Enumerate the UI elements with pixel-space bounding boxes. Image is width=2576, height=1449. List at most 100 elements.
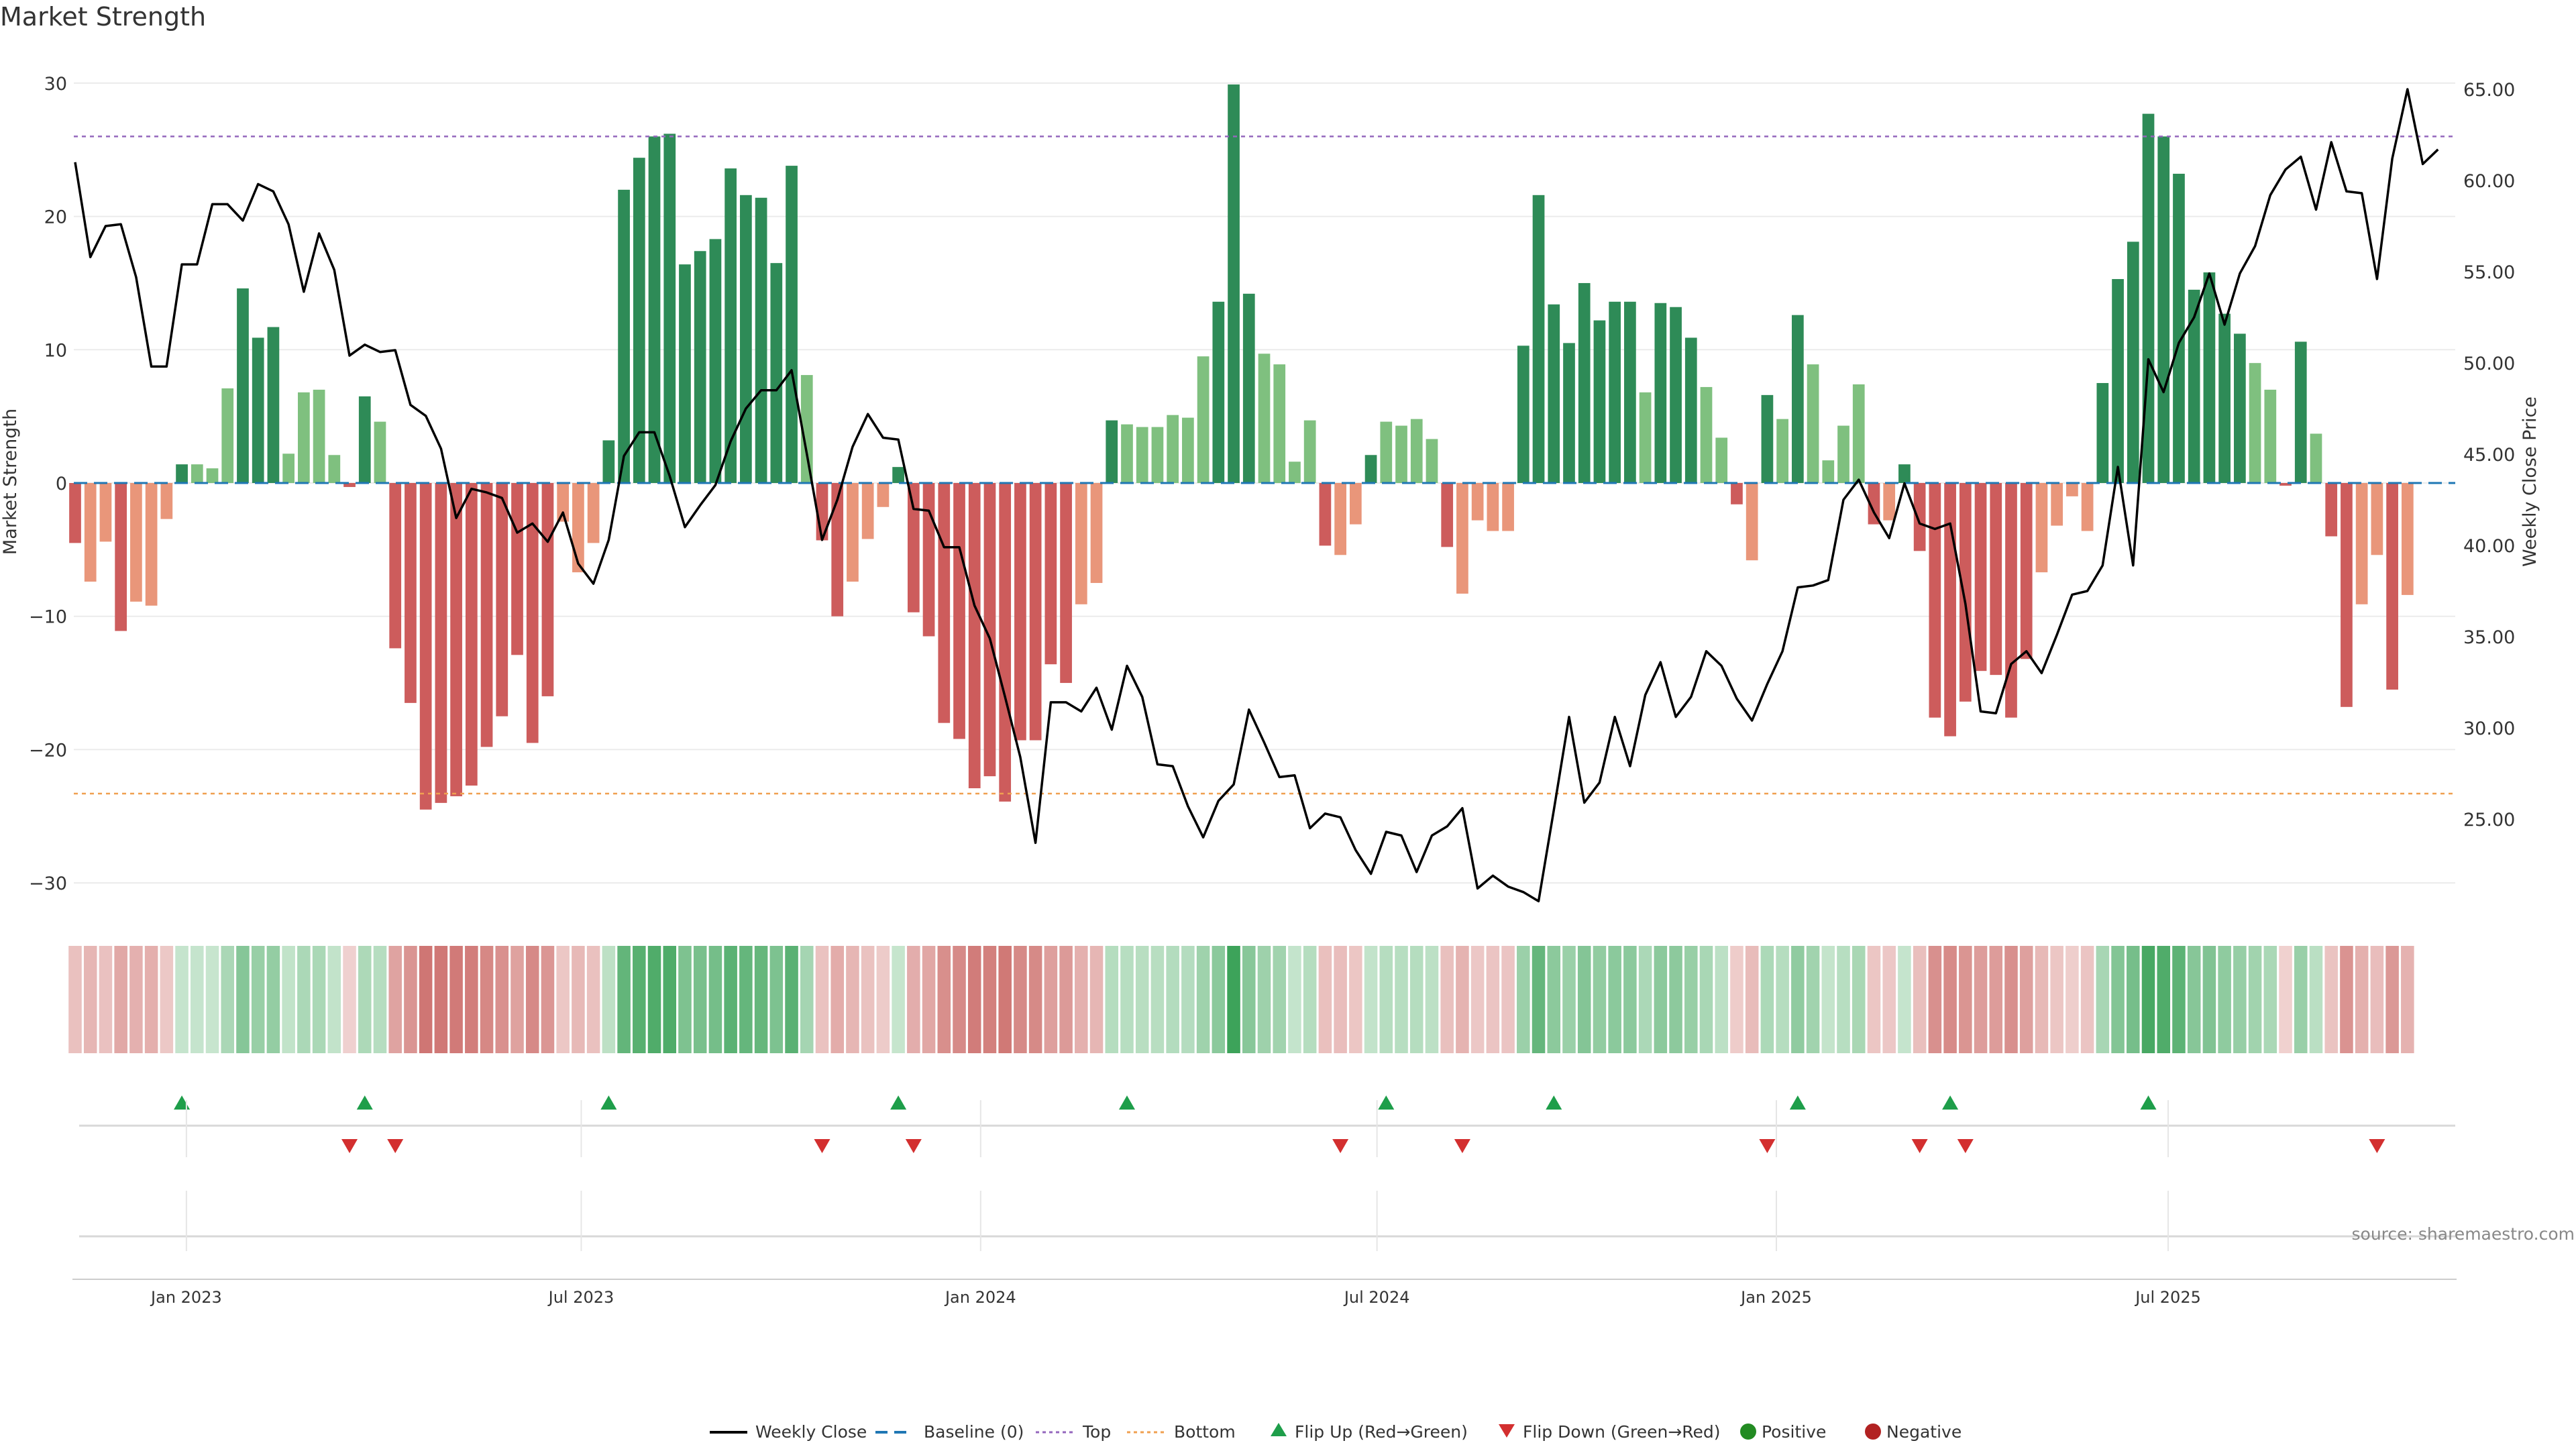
y-tick-label: −30 bbox=[29, 873, 67, 894]
heat-cell bbox=[1089, 946, 1104, 1053]
heat-cell bbox=[785, 946, 798, 1053]
strength-bar bbox=[1242, 293, 1255, 483]
x-tick-label: Jan 2024 bbox=[944, 1288, 1016, 1307]
strength-bar bbox=[847, 483, 859, 582]
heat-cell bbox=[2187, 946, 2201, 1053]
y2-tick-label: 45.00 bbox=[2463, 445, 2515, 466]
heat-cell bbox=[1501, 946, 1515, 1053]
heat-cell bbox=[2035, 946, 2049, 1053]
y2-tick-label: 30.00 bbox=[2463, 718, 2515, 739]
heat-cell bbox=[1608, 946, 1621, 1053]
y2-tick-label: 40.00 bbox=[2463, 536, 2515, 557]
y-tick-label: −10 bbox=[29, 607, 67, 628]
heat-cell bbox=[907, 946, 920, 1053]
heat-cell bbox=[2141, 946, 2155, 1053]
strength-bar bbox=[511, 483, 523, 655]
strength-bar bbox=[1670, 307, 1682, 483]
heat-cell bbox=[2294, 946, 2308, 1053]
flip-down-marker bbox=[1759, 1139, 1776, 1153]
strength-bar bbox=[999, 483, 1012, 802]
heat-cell bbox=[373, 946, 387, 1053]
strength-bar bbox=[1837, 425, 1849, 483]
heat-cell bbox=[144, 946, 158, 1053]
heat-cell bbox=[511, 946, 524, 1053]
strength-bar bbox=[1258, 354, 1271, 483]
heat-cell bbox=[602, 946, 616, 1053]
strength-bar bbox=[740, 195, 752, 483]
heat-cell bbox=[2263, 946, 2277, 1053]
strength-bar bbox=[237, 288, 249, 483]
strength-bar bbox=[602, 440, 615, 483]
heat-cell bbox=[953, 946, 966, 1053]
strength-bar bbox=[2249, 363, 2261, 483]
heat-cell bbox=[1349, 946, 1362, 1053]
flip-up-marker bbox=[1378, 1095, 1395, 1110]
strength-bar bbox=[1944, 483, 1956, 737]
heat-cell bbox=[1669, 946, 1682, 1053]
heat-cell bbox=[1989, 946, 2003, 1053]
flip-up-marker bbox=[1942, 1095, 1959, 1110]
strength-bar bbox=[1654, 303, 1667, 483]
heat-cell bbox=[1745, 946, 1759, 1053]
heat-cell bbox=[922, 946, 936, 1053]
strength-bar bbox=[1106, 420, 1118, 483]
heat-cell bbox=[967, 946, 981, 1053]
heat-cell bbox=[1959, 946, 1972, 1053]
heat-cell bbox=[2385, 946, 2399, 1053]
strength-bar bbox=[298, 392, 310, 483]
heat-cell bbox=[1334, 946, 1347, 1053]
legend-label: Flip Up (Red→Green) bbox=[1295, 1422, 1468, 1442]
strength-bar bbox=[1136, 427, 1148, 483]
heat-cell bbox=[1196, 946, 1210, 1053]
y-tick-label: 0 bbox=[56, 474, 67, 494]
strength-bar bbox=[786, 166, 798, 483]
strength-bar bbox=[1456, 483, 1468, 594]
heat-cell bbox=[892, 946, 905, 1053]
heat-cell bbox=[327, 946, 341, 1053]
heat-cell bbox=[2080, 946, 2094, 1053]
heat-cell bbox=[2172, 946, 2186, 1053]
heat-cell bbox=[495, 946, 509, 1053]
heat-cell bbox=[1699, 946, 1713, 1053]
flip-up-marker bbox=[600, 1095, 617, 1110]
strength-bar bbox=[1548, 304, 1560, 483]
strength-bar bbox=[1303, 420, 1316, 483]
strength-bar bbox=[2096, 382, 2109, 483]
heat-cell bbox=[2127, 946, 2140, 1053]
flip-down-marker bbox=[2369, 1139, 2385, 1153]
strength-bar bbox=[1898, 464, 1911, 483]
strength-bar bbox=[2081, 483, 2094, 531]
heat-cell bbox=[1532, 946, 1546, 1053]
strength-bar bbox=[1228, 84, 1240, 483]
x-tick-label: Jan 2025 bbox=[1739, 1288, 1812, 1307]
heat-cell bbox=[1898, 946, 1911, 1053]
heat-cell bbox=[2065, 946, 2079, 1053]
heat-cell bbox=[1882, 946, 1896, 1053]
heat-cell bbox=[1044, 946, 1058, 1053]
heat-cell bbox=[1059, 946, 1073, 1053]
x-tick-label: Jul 2025 bbox=[2134, 1288, 2201, 1307]
heat-cell bbox=[1364, 946, 1378, 1053]
y2-axis-label: Weekly Close Price bbox=[2520, 396, 2540, 567]
heat-cell bbox=[1486, 946, 1500, 1053]
x-tick-label: Jul 2023 bbox=[547, 1288, 614, 1307]
heat-cell bbox=[1715, 946, 1729, 1053]
y-tick-label: 20 bbox=[44, 207, 67, 228]
strength-bar bbox=[1517, 345, 1529, 483]
heat-cell bbox=[1760, 946, 1774, 1053]
heat-cell bbox=[647, 946, 661, 1053]
strength-bar bbox=[99, 483, 112, 542]
heat-cell bbox=[1075, 946, 1088, 1053]
heat-cell bbox=[2355, 946, 2369, 1053]
weekly-close-line bbox=[74, 88, 2439, 903]
heat-cell bbox=[617, 946, 631, 1053]
heat-cell bbox=[556, 946, 570, 1053]
heat-cell bbox=[800, 946, 814, 1053]
flip-down-marker bbox=[387, 1139, 404, 1153]
strength-bar bbox=[2127, 241, 2139, 483]
heat-cell bbox=[266, 946, 280, 1053]
strength-bar bbox=[252, 337, 264, 483]
left-y-axis: 30 20 10 0 −10 −20 −30 bbox=[29, 74, 67, 894]
reference-lines bbox=[74, 136, 2455, 795]
strength-bar bbox=[374, 421, 386, 483]
